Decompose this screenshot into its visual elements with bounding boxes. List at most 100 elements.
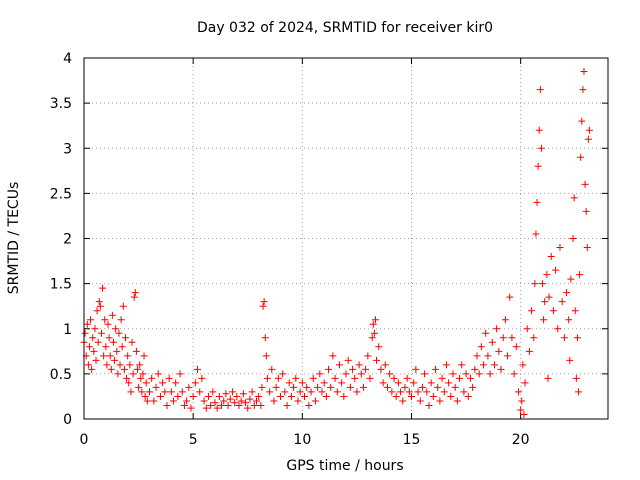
data-point [246,395,254,403]
data-point [583,244,591,252]
data-point [329,352,337,360]
data-point [213,404,221,412]
data-point [140,352,148,360]
data-point [475,370,483,378]
data-point [364,352,372,360]
data-point [263,374,271,382]
x-axis-label: GPS time / hours [286,458,403,474]
y-tick-label: 0 [63,412,72,428]
data-point [359,383,367,391]
data-point [137,374,145,382]
data-point [95,298,103,306]
data-point [338,379,346,387]
data-point [394,379,402,387]
axes: 0 0.5 1 1.5 2 2.5 3 3.5 4 0 5 10 15 20 [50,51,608,448]
data-point [427,379,435,387]
data-point [381,361,389,369]
data-point [294,397,302,405]
data-point [100,352,108,360]
data-point [449,370,457,378]
data-point [146,388,153,396]
data-point [534,162,542,170]
data-point [473,352,481,360]
data-point [261,334,269,342]
data-point [126,361,134,369]
data-point [545,293,553,301]
data-point [547,253,555,261]
y-tick-label: 3 [63,141,72,157]
data-point [566,356,574,364]
data-point [445,379,453,387]
data-point [335,361,343,369]
data-point [298,379,306,387]
data-point [233,392,241,400]
data-point [462,370,470,378]
y-tick-label: 1 [63,322,72,338]
data-point [388,388,396,396]
data-point [260,298,268,306]
data-point [333,388,341,396]
data-point [486,370,494,378]
data-point [204,392,212,400]
data-point [104,320,112,328]
data-point [578,117,586,125]
data-point [357,370,365,378]
data-point [250,401,258,409]
data-point [222,390,230,398]
data-point [477,343,485,351]
data-point [272,383,280,391]
data-point [535,126,543,134]
data-point [281,388,289,396]
data-point [464,392,472,400]
data-point [482,329,490,337]
data-point [237,397,245,405]
data-point [549,307,557,315]
data-point [495,347,503,355]
data-point [560,334,568,342]
data-point [533,198,541,206]
y-tick-label: 4 [63,51,72,67]
data-point [327,383,335,391]
data-point [89,334,97,342]
data-point [436,397,444,405]
data-point [353,388,361,396]
data-point [523,325,531,333]
data-point [405,388,413,396]
data-point [180,401,188,409]
x-tick-label: 5 [189,432,198,448]
data-point [416,397,424,405]
data-point [403,374,411,382]
data-point [105,334,113,342]
data-point [218,401,226,409]
data-point [244,404,252,412]
data-point [316,370,324,378]
data-point [514,388,522,396]
data-point [307,388,315,396]
data-point [390,374,398,382]
data-point [187,404,195,412]
data-point [112,325,120,333]
data-point [88,365,96,373]
data-point [113,347,121,355]
data-point [87,316,95,324]
data-point [130,293,138,301]
data-point [123,374,131,382]
data-point [107,365,115,373]
data-point [148,374,156,382]
data-point [541,298,549,306]
data-point [370,329,378,337]
data-point [412,365,420,373]
data-point [96,302,104,310]
data-point [156,392,164,400]
data-point [410,379,418,387]
x-tick-label: 0 [80,432,89,448]
data-point [292,374,300,382]
data-point [580,68,588,76]
data-point [268,365,276,373]
data-point [119,302,127,310]
data-point [460,388,468,396]
data-point [314,383,322,391]
data-point [576,271,584,279]
data-point [133,365,141,373]
data-point [94,338,102,346]
